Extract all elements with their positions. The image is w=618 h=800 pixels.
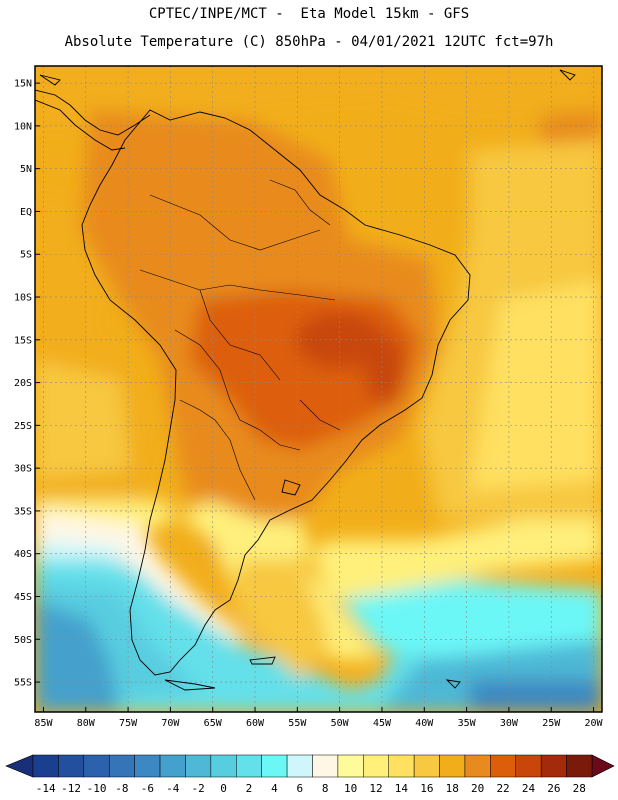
map-subtitle: Absolute Temperature (C) 850hPa - 04/01/… — [64, 34, 554, 50]
lat-tick-label: EQ — [20, 207, 32, 218]
lon-tick-label: 30W — [500, 718, 519, 729]
lat-tick-label: 15N — [14, 79, 32, 90]
lat-tick-label: 45S — [14, 592, 32, 603]
colorbar-swatch — [286, 754, 313, 778]
colorbar-label: 4 — [271, 782, 278, 795]
lon-tick-label: 75W — [119, 718, 138, 729]
colorbar-label: 12 — [369, 782, 382, 795]
colorbar-swatch — [439, 754, 466, 778]
colorbar-label: 8 — [322, 782, 329, 795]
colorbar-label: 24 — [522, 782, 536, 795]
colorbar-swatch — [464, 754, 491, 778]
colorbar-label: 20 — [471, 782, 484, 795]
lat-tick-label: 30S — [14, 464, 32, 475]
colorbar-swatch — [108, 754, 135, 778]
colorbar-swatch — [490, 754, 517, 778]
lat-tick-label: 50S — [14, 635, 32, 646]
colorbar: -14 -12 -10 -8 -6 -4 -2 0 2 4 6 8 10 12 14 16 18 20 22 24 26… — [5, 754, 615, 795]
colorbar-high-arrow — [591, 754, 615, 778]
colorbar-label: 22 — [496, 782, 509, 795]
map-frame — [34, 65, 603, 713]
lon-tick-label: 60W — [246, 718, 265, 729]
colorbar-swatch — [312, 754, 339, 778]
colorbar-swatch — [83, 754, 110, 778]
colorbar-label: 18 — [446, 782, 459, 795]
colorbar-swatch — [32, 754, 59, 778]
lon-tick-label: 70W — [161, 718, 180, 729]
colorbar-swatch — [566, 754, 593, 778]
lon-tick-label: 55W — [288, 718, 307, 729]
map-title: CPTEC/INPE/MCT - Eta Model 15km - GFS — [148, 6, 470, 22]
colorbar-swatch — [337, 754, 364, 778]
lon-tick-label: 35W — [458, 718, 477, 729]
lon-tick-label: 85W — [34, 718, 53, 729]
coastline-outline — [35, 69, 576, 691]
colorbar-label: -10 — [87, 782, 107, 795]
colorbar-swatch — [540, 754, 567, 778]
lon-tick-label: 50W — [331, 718, 350, 729]
colorbar-label: -6 — [141, 782, 154, 795]
colorbar-label: 0 — [220, 782, 227, 795]
country-borders — [139, 179, 341, 501]
temperature-field — [35, 66, 602, 712]
colorbar-label: 16 — [420, 782, 433, 795]
colorbar-label: -14 — [36, 782, 56, 795]
latitude-axis: 15N 10N 5N EQ 5S 10S 15S 20S 25S 30S 35S 40S 45S 50S 5… — [14, 79, 40, 689]
lat-tick-label: 55S — [14, 678, 32, 689]
colorbar-label: 28 — [573, 782, 586, 795]
lon-tick-label: 25W — [542, 718, 561, 729]
lon-tick-label: 20W — [585, 718, 604, 729]
colorbar-label: -8 — [115, 782, 128, 795]
colorbar-label: 10 — [344, 782, 357, 795]
colorbar-label: 26 — [547, 782, 560, 795]
colorbar-low-arrow — [5, 754, 34, 778]
lat-tick-label: 15S — [14, 335, 32, 346]
colorbar-swatch — [388, 754, 415, 778]
lon-tick-label: 65W — [204, 718, 223, 729]
colorbar-swatch — [58, 754, 85, 778]
colorbar-swatch — [261, 754, 288, 778]
lon-tick-label: 40W — [415, 718, 434, 729]
colorbar-label: -12 — [61, 782, 81, 795]
lat-tick-label: 5S — [20, 250, 32, 261]
lon-tick-label: 45W — [373, 718, 392, 729]
colorbar-swatch — [515, 754, 542, 778]
colorbar-label: -4 — [166, 782, 180, 795]
colorbar-swatch — [413, 754, 440, 778]
lat-tick-label: 5N — [20, 164, 32, 175]
colorbar-swatch — [363, 754, 389, 778]
colorbar-label: 6 — [296, 782, 303, 795]
colorbar-label: 2 — [246, 782, 253, 795]
colorbar-label: 14 — [395, 782, 409, 795]
colorbar-swatch — [185, 754, 212, 778]
lat-tick-label: 35S — [14, 506, 32, 517]
lat-tick-label: 10S — [14, 293, 32, 304]
longitude-axis: 85W 80W 75W 70W 65W 60W 55W 50W 45W 40W 35W 30W 25W 2… — [34, 707, 604, 729]
lat-tick-label: 20S — [14, 378, 32, 389]
colorbar-swatch — [159, 754, 186, 778]
colorbar-swatch — [236, 754, 262, 778]
colorbar-label: -2 — [192, 782, 205, 795]
lat-tick-label: 40S — [14, 549, 32, 560]
lon-tick-label: 80W — [77, 718, 96, 729]
lat-tick-label: 25S — [14, 421, 32, 432]
colorbar-swatch — [210, 754, 237, 778]
lat-tick-label: 10N — [14, 121, 32, 132]
colorbar-swatch — [134, 754, 161, 778]
